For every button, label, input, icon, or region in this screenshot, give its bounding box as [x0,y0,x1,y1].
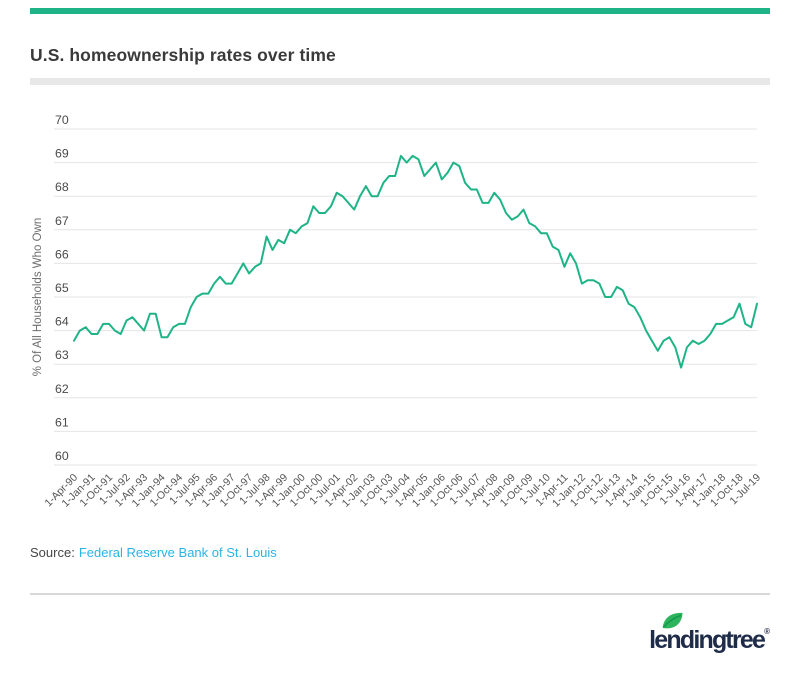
registered-trademark: ® [764,627,770,636]
leaf-icon [662,612,683,629]
homeownership-rate-series [73,154,758,369]
y-axis-tick-label: 61 [55,415,69,429]
y-axis-tick-label: 64 [55,315,69,329]
y-axis-tick-label: 66 [55,247,69,261]
y-axis-tick-label: 63 [55,348,69,362]
logo-text: lendingtree [649,626,766,654]
source-link[interactable]: Federal Reserve Bank of St. Louis [78,545,277,560]
source-line: Source: Federal Reserve Bank of St. Louis [30,545,277,560]
brand-accent-bar [30,8,770,14]
y-axis-tick-label: 67 [55,214,69,228]
y-axis-title: % Of All Households Who Own [32,218,44,377]
lendingtree-logo: lendingtree® [649,610,770,664]
y-axis-tick-label: 68 [55,180,69,194]
source-label: Source: [30,545,75,560]
y-axis-tick-label: 69 [55,147,69,161]
page-title: U.S. homeownership rates over time [30,45,336,65]
footer-divider [30,593,770,595]
y-axis-tick-label: 60 [55,449,69,463]
homeownership-line-chart: 70 69 68 67 66 65 64 63 62 61 60 % Of All Household… [32,113,763,510]
y-axis-tick-label: 70 [55,113,69,127]
y-axis-tick-label: 62 [55,382,69,396]
title-divider [30,78,770,85]
y-axis-tick-label: 65 [55,281,69,295]
